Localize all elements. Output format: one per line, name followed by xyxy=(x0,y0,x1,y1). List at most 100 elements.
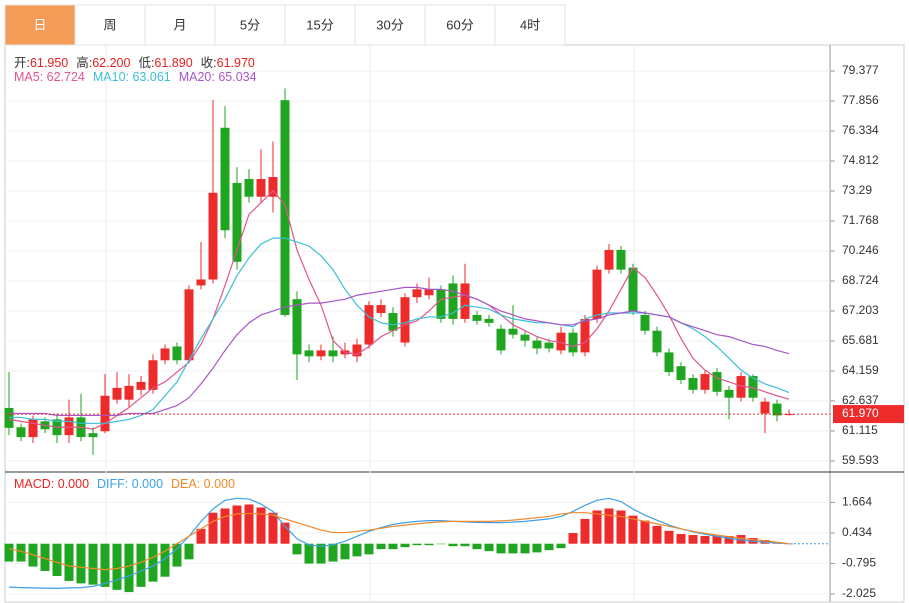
macd-bar xyxy=(352,543,362,557)
macd-line xyxy=(8,497,790,589)
y-tick-label: 1.664 xyxy=(842,495,872,509)
macd-bar xyxy=(280,522,290,544)
y-tick-label: 59.593 xyxy=(842,453,879,467)
legend-entry: MACD: 0.000 xyxy=(14,477,90,491)
y-tick-label: -0.795 xyxy=(842,556,876,570)
macd-bar xyxy=(472,543,482,550)
macd-legend: MACD: 0.000 DIFF: 0.000 DEA: 0.000 xyxy=(14,477,243,491)
y-tick-label: 61.115 xyxy=(842,423,878,437)
candle-body xyxy=(160,348,170,361)
macd-bar xyxy=(232,505,242,544)
candle-body xyxy=(256,178,266,197)
macd-bar xyxy=(256,507,266,544)
macd-bar xyxy=(136,543,146,587)
macd-bar xyxy=(688,535,698,544)
ma-line xyxy=(9,286,790,417)
tab-label[interactable]: 15分 xyxy=(306,17,333,32)
y-tick-label: -2.025 xyxy=(842,586,876,600)
candle-body xyxy=(220,127,230,231)
tab-label[interactable]: 30分 xyxy=(376,17,403,32)
candle-body xyxy=(580,318,590,353)
macd-bar xyxy=(64,543,74,581)
candle-body xyxy=(676,366,686,380)
candle-body xyxy=(28,419,38,438)
candle-body xyxy=(736,376,746,398)
candle-body xyxy=(592,269,602,319)
candle-body xyxy=(352,344,362,357)
tab-label[interactable]: 月 xyxy=(173,17,186,32)
y-tick-label: 0.434 xyxy=(842,525,872,539)
candle-body xyxy=(532,340,542,349)
candle-body xyxy=(724,389,734,398)
y-tick-label: 77.856 xyxy=(842,93,879,107)
macd-bar xyxy=(700,536,710,544)
candle-body xyxy=(232,182,242,262)
tab-label[interactable]: 60分 xyxy=(446,17,473,32)
candle-body xyxy=(700,374,710,390)
header-key: 低: xyxy=(138,56,155,70)
macd-bar xyxy=(208,512,218,544)
tab-label[interactable]: 日 xyxy=(33,17,46,32)
macd-bar xyxy=(580,518,590,544)
y-tick-label: 64.159 xyxy=(842,363,879,377)
tab-label[interactable]: 周 xyxy=(103,17,116,32)
header-value: 61.970 xyxy=(216,56,255,70)
candle-body xyxy=(100,395,110,432)
macd-bar xyxy=(220,508,230,544)
macd-bar xyxy=(496,543,506,554)
macd-bar xyxy=(268,512,278,544)
header-key: 收: xyxy=(200,56,217,70)
macd-bar xyxy=(172,543,182,567)
candle-body xyxy=(628,267,638,312)
candle-body xyxy=(484,318,494,323)
macd-bar xyxy=(76,543,86,584)
candle-body xyxy=(292,299,302,355)
macd-bar xyxy=(520,543,530,554)
macd-bar xyxy=(532,543,542,553)
macd-bar xyxy=(364,543,374,555)
macd-bar xyxy=(304,543,314,564)
candle-body xyxy=(436,289,446,319)
header-key: 高: xyxy=(76,56,93,70)
macd-bar xyxy=(448,543,458,547)
tab-label[interactable]: 5分 xyxy=(240,17,260,32)
macd-bar xyxy=(244,504,254,544)
candle-body xyxy=(196,279,206,286)
macd-bar xyxy=(460,543,470,547)
macd-bar xyxy=(556,543,566,549)
candle-body xyxy=(544,342,554,349)
legend-entry: DEA: 0.000 xyxy=(171,477,235,491)
macd-bar xyxy=(400,543,410,548)
tab[interactable] xyxy=(74,4,146,46)
candle-body xyxy=(136,381,146,390)
tab[interactable] xyxy=(4,4,76,46)
candle-body xyxy=(280,100,290,315)
macd-bar xyxy=(184,543,194,560)
tab[interactable] xyxy=(424,4,496,46)
macd-bar xyxy=(16,543,26,562)
candle-body xyxy=(652,330,662,353)
tab[interactable] xyxy=(284,4,356,46)
macd-bar xyxy=(316,543,326,564)
candle-body xyxy=(268,177,278,197)
tab[interactable] xyxy=(494,4,566,46)
candle-body xyxy=(616,249,626,270)
macd-bar xyxy=(100,543,110,587)
candle-body xyxy=(328,350,338,357)
candle-body xyxy=(412,289,422,298)
candle-body xyxy=(556,332,566,351)
macd-bar xyxy=(736,535,746,544)
legend-entry: MA5: 62.724 xyxy=(14,70,85,84)
candle-body xyxy=(520,334,530,341)
tab-label[interactable]: 4时 xyxy=(520,17,540,32)
y-tick-label: 74.812 xyxy=(842,153,879,167)
macd-bar xyxy=(328,543,338,562)
macd-bar xyxy=(52,543,62,576)
ma-line xyxy=(8,189,790,430)
macd-bar xyxy=(568,533,578,544)
y-tick-label: 67.203 xyxy=(842,303,879,317)
tab[interactable] xyxy=(144,4,216,46)
y-tick-label: 65.681 xyxy=(842,333,879,347)
candle-body xyxy=(472,314,482,321)
